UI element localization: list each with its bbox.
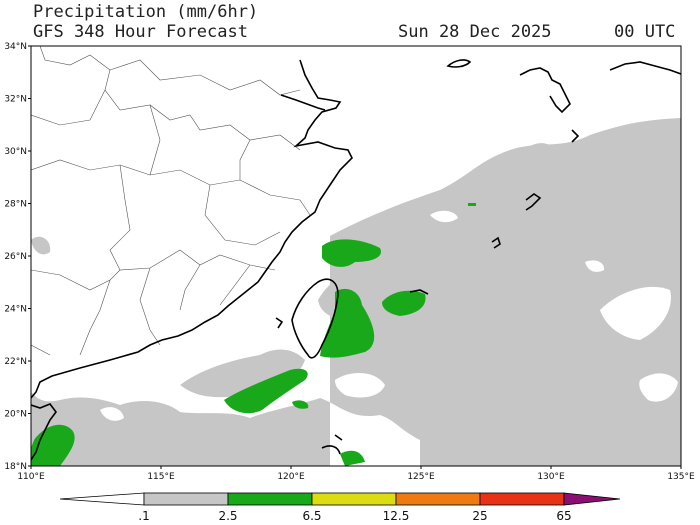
lon-label: 135°E <box>667 472 695 482</box>
lat-label: 20°N <box>4 410 27 420</box>
colorbar: .1 2.5 6.5 12.5 25 65 <box>60 493 620 523</box>
colorbar-segment <box>312 493 396 505</box>
colorbar-segment <box>396 493 480 505</box>
lon-label: 120°E <box>277 472 305 482</box>
lon-label: 125°E <box>407 472 435 482</box>
lat-label: 22°N <box>4 357 27 367</box>
lat-label: 32°N <box>4 95 27 105</box>
lat-label: 18°N <box>4 462 27 472</box>
lat-label: 24°N <box>4 305 27 315</box>
lon-label: 130°E <box>537 472 565 482</box>
lon-label: 110°E <box>17 472 45 482</box>
lat-label: 26°N <box>4 252 27 262</box>
colorbar-segment <box>144 493 228 505</box>
lat-label: 34°N <box>4 42 27 52</box>
colorbar-label: 6.5 <box>302 509 321 523</box>
colorbar-label: 65 <box>556 509 571 523</box>
lat-label: 30°N <box>4 147 27 157</box>
latitude-axis: 34°N 32°N 30°N 28°N 26°N 24°N 22°N 20°N 18°N <box>4 42 31 472</box>
colorbar-high-cap <box>564 493 620 505</box>
colorbar-label: .1 <box>138 509 149 523</box>
colorbar-label: 12.5 <box>383 509 410 523</box>
lat-label: 28°N <box>4 200 27 210</box>
colorbar-segment <box>228 493 312 505</box>
colorbar-label: 2.5 <box>218 509 237 523</box>
colorbar-segment <box>480 493 564 505</box>
colorbar-label: 25 <box>472 509 487 523</box>
colorbar-low-cap <box>60 493 144 505</box>
lon-label: 115°E <box>147 472 175 482</box>
longitude-axis: 110°E 115°E 120°E 125°E 130°E 135°E <box>17 466 695 482</box>
